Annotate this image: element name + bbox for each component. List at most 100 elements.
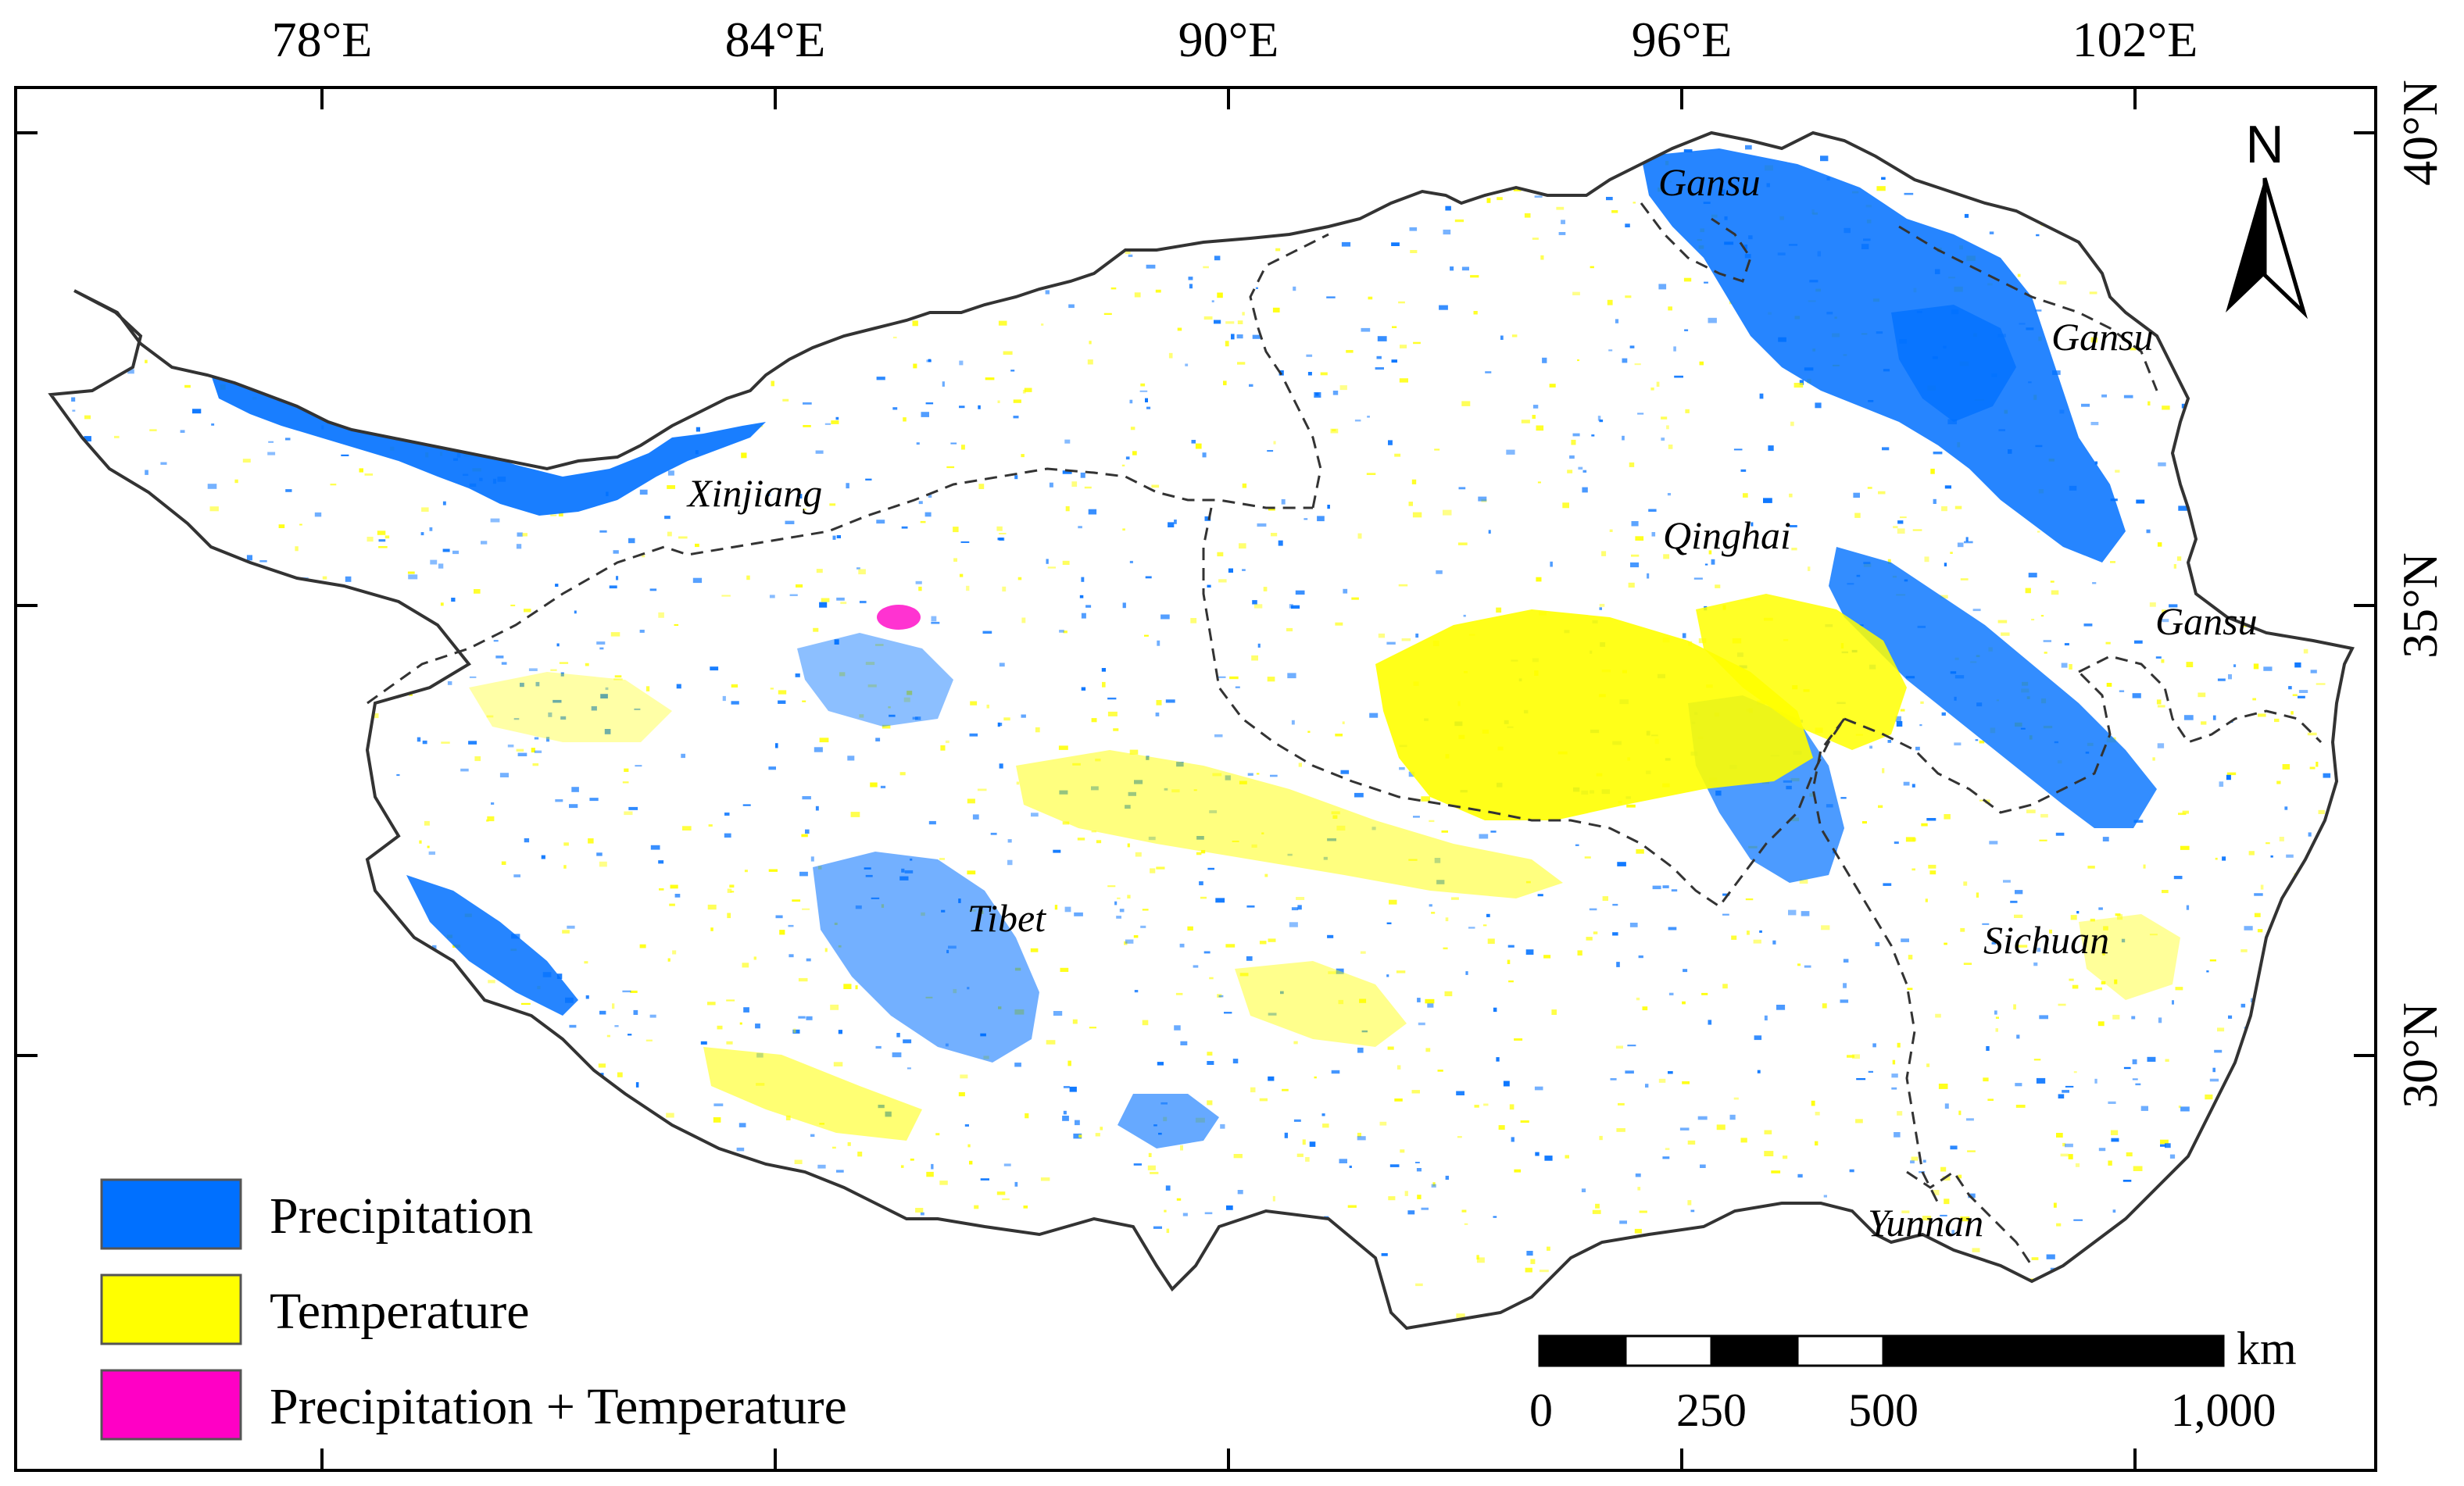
speckle bbox=[128, 634, 138, 639]
speckle bbox=[481, 216, 488, 220]
speckle bbox=[134, 784, 144, 787]
speckle bbox=[1558, 232, 1566, 235]
speckle bbox=[355, 322, 361, 325]
speckle bbox=[1344, 176, 1350, 179]
speckle bbox=[722, 695, 726, 702]
speckle bbox=[1069, 1086, 1077, 1092]
speckle bbox=[1010, 370, 1015, 372]
speckle bbox=[293, 620, 298, 624]
speckle bbox=[856, 280, 860, 284]
speckle bbox=[481, 541, 488, 545]
speckle bbox=[2309, 406, 2316, 409]
speckle bbox=[2298, 254, 2307, 257]
speckle bbox=[474, 589, 481, 594]
speckle bbox=[1359, 998, 1367, 1003]
speckle bbox=[1693, 577, 1703, 580]
speckle bbox=[1284, 1132, 1288, 1138]
speckle bbox=[1157, 1062, 1164, 1066]
speckle bbox=[416, 1245, 424, 1248]
speckle bbox=[223, 148, 231, 152]
speckle bbox=[958, 267, 964, 270]
speckle bbox=[954, 298, 962, 302]
speckle bbox=[768, 766, 776, 770]
speckle bbox=[1302, 175, 1311, 178]
speckle bbox=[1988, 1270, 1997, 1273]
speckle bbox=[216, 330, 222, 335]
speckle bbox=[520, 1002, 531, 1006]
speckle bbox=[2259, 1256, 2267, 1259]
speckle bbox=[1140, 383, 1146, 387]
speckle bbox=[1964, 541, 1973, 544]
speckle bbox=[1202, 452, 1207, 458]
speckle bbox=[105, 511, 113, 515]
speckle bbox=[442, 501, 446, 505]
speckle bbox=[959, 573, 964, 577]
speckle bbox=[327, 1261, 334, 1264]
speckle bbox=[565, 316, 571, 321]
temp-patch-central-qinghai bbox=[1375, 609, 1813, 820]
speckle bbox=[2282, 764, 2291, 770]
speckle bbox=[2149, 602, 2156, 607]
speckle bbox=[761, 363, 764, 366]
speckle bbox=[2304, 178, 2309, 182]
speckle bbox=[2238, 1070, 2245, 1073]
speckle bbox=[425, 399, 435, 402]
speckle bbox=[710, 927, 713, 931]
speckle bbox=[2186, 905, 2190, 910]
speckle bbox=[1456, 1091, 1464, 1095]
speckle bbox=[2226, 366, 2234, 369]
speckle bbox=[420, 532, 424, 536]
speckle bbox=[2178, 813, 2187, 816]
speckle bbox=[1084, 1250, 1089, 1254]
speckle bbox=[1593, 931, 1598, 934]
speckle bbox=[613, 1209, 622, 1214]
speckle bbox=[1485, 371, 1492, 373]
speckle bbox=[1894, 1132, 1901, 1138]
speckle bbox=[1823, 1195, 1827, 1198]
speckle bbox=[2359, 1254, 2366, 1256]
speckle bbox=[1251, 655, 1258, 661]
speckle bbox=[2214, 175, 2217, 180]
speckle bbox=[1339, 1159, 1347, 1163]
speckle bbox=[1919, 1264, 1927, 1266]
speckle bbox=[84, 415, 91, 420]
speckle bbox=[1014, 1181, 1018, 1187]
speckle bbox=[2092, 582, 2097, 584]
speckle bbox=[552, 1163, 557, 1169]
speckle bbox=[511, 1114, 517, 1120]
speckle bbox=[1789, 525, 1797, 527]
speckle bbox=[135, 1001, 138, 1003]
speckle bbox=[424, 668, 435, 671]
speckle bbox=[782, 398, 789, 402]
speckle bbox=[785, 1115, 791, 1120]
speckle bbox=[329, 1073, 337, 1077]
speckle bbox=[605, 687, 609, 691]
speckle bbox=[667, 485, 675, 489]
speckle bbox=[209, 608, 216, 613]
speckle bbox=[303, 183, 308, 189]
speckle bbox=[1399, 378, 1408, 383]
speckle bbox=[2286, 506, 2294, 512]
speckle bbox=[1944, 485, 1951, 489]
speckle bbox=[1388, 1196, 1396, 1201]
speckle bbox=[952, 1252, 960, 1256]
speckle bbox=[1122, 528, 1125, 531]
speckle bbox=[365, 1100, 371, 1103]
speckle bbox=[2010, 900, 2018, 903]
speckle bbox=[1581, 1188, 1586, 1192]
speckle bbox=[2289, 1184, 2294, 1187]
speckle bbox=[1577, 359, 1579, 362]
speckle bbox=[2344, 595, 2352, 600]
speckle bbox=[1203, 951, 1211, 954]
speckle bbox=[2095, 987, 2102, 991]
speckle bbox=[622, 990, 631, 993]
speckle bbox=[2183, 715, 2194, 720]
speckle bbox=[807, 280, 815, 286]
speckle bbox=[588, 838, 594, 844]
speckle bbox=[2056, 1133, 2063, 1138]
speckle bbox=[1142, 1020, 1149, 1026]
speckle bbox=[286, 1047, 289, 1050]
speckle bbox=[1799, 380, 1804, 385]
speckle bbox=[1982, 1289, 1987, 1295]
speckle bbox=[1822, 1003, 1827, 1009]
